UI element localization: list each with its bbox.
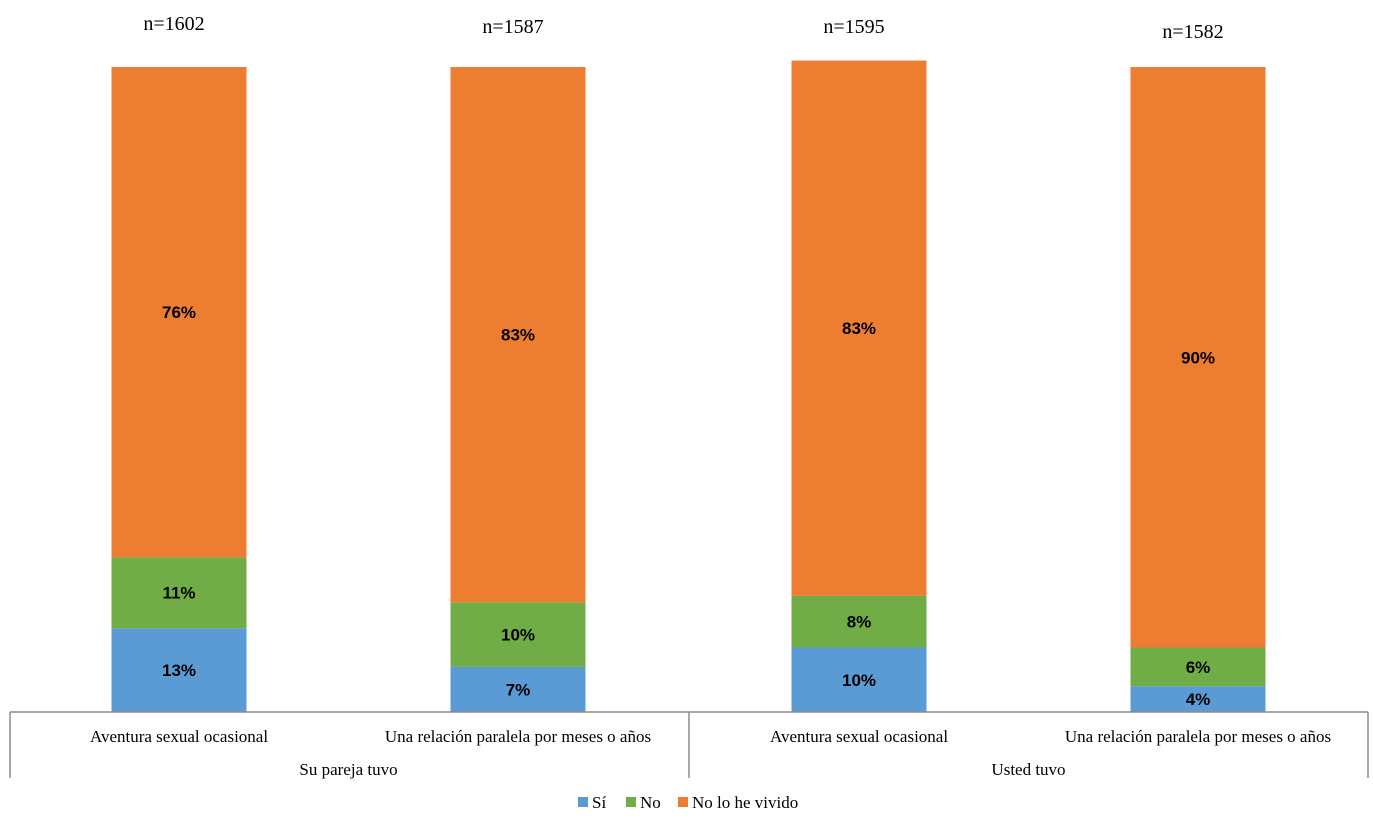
legend-swatch <box>678 797 688 807</box>
bar-segment <box>111 67 247 558</box>
data-label: 10% <box>842 671 876 690</box>
sample-size-label: n=1595 <box>823 16 884 38</box>
data-label: 90% <box>1181 348 1215 367</box>
bar-segment <box>791 647 927 712</box>
sample-size-label: n=1582 <box>1162 21 1223 43</box>
group-label: Su pareja tuvo <box>299 760 397 779</box>
category-label: Aventura sexual ocasional <box>770 727 948 746</box>
data-label: 7% <box>506 680 531 699</box>
bar-segment <box>1130 686 1266 712</box>
data-label: 10% <box>501 626 535 645</box>
bar-segment <box>111 628 247 712</box>
bar-segment <box>450 67 586 603</box>
bar-segment <box>111 557 247 629</box>
category-label: Una relación paralela por meses o años <box>385 727 651 746</box>
legend-label: No lo he vivido <box>692 793 798 812</box>
data-label: 4% <box>1186 690 1211 709</box>
data-label: 76% <box>162 303 196 322</box>
bar-segment <box>450 602 586 667</box>
data-label: 13% <box>162 661 196 680</box>
bar-segment <box>1130 647 1266 687</box>
category-label: Una relación paralela por meses o años <box>1065 727 1331 746</box>
data-label: 11% <box>162 584 195 603</box>
sample-size-label: n=1602 <box>143 13 204 35</box>
category-label: Aventura sexual ocasional <box>90 727 268 746</box>
legend-swatch <box>578 797 588 807</box>
bar-segment <box>791 595 927 648</box>
legend-label: No <box>640 793 661 812</box>
legend-swatch <box>626 797 636 807</box>
legend-label: Sí <box>592 793 606 812</box>
data-label: 83% <box>842 319 876 338</box>
bar-segment <box>1130 67 1266 648</box>
bar-segment <box>450 666 586 712</box>
group-label: Usted tuvo <box>991 760 1065 779</box>
data-label: 6% <box>1186 658 1211 677</box>
data-label: 83% <box>501 326 535 345</box>
bar-segment <box>791 60 927 596</box>
sample-size-label: n=1587 <box>482 16 543 38</box>
data-label: 8% <box>847 613 872 632</box>
